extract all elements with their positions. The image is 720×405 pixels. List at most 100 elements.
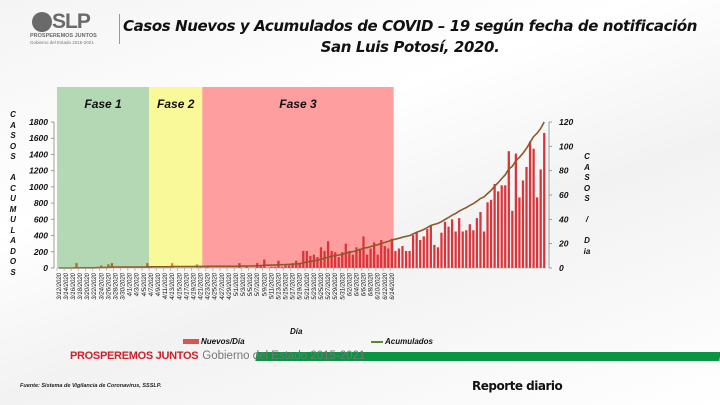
right-tick-label: 80 (559, 166, 569, 176)
right-tick-label: 120 (559, 117, 573, 127)
daily-bar (404, 250, 408, 268)
daily-bar (458, 218, 461, 268)
daily-bar (263, 259, 266, 268)
x-tick-label: 6/8/2020 (369, 272, 375, 296)
x-tick-label: 4/23/2020 (206, 272, 212, 299)
legend-line-label: Acumulados (385, 337, 434, 346)
legend-item-nuevos: Nuevos/Día (183, 337, 245, 346)
logo-divider (119, 14, 120, 44)
daily-bar (326, 241, 330, 268)
daily-bar (344, 243, 347, 268)
daily-bar (511, 210, 514, 268)
x-tick-label: 4/3/2020 (135, 272, 141, 296)
x-tick-label: 4/9/2020 (156, 272, 162, 296)
right-tick-label: 100 (559, 141, 573, 151)
legend-bar-swatch (183, 339, 199, 344)
daily-bar (351, 254, 355, 268)
daily-bar (302, 250, 305, 268)
left-tick-label: 200 (33, 247, 48, 257)
slp-logo: SLP PROSPEREMOS JUNTOS Gobierno del Esta… (28, 10, 120, 46)
left-tick-label: 600 (34, 214, 48, 224)
x-tick-label: 4/27/2020 (220, 272, 226, 299)
x-tick-label: 4/5/2020 (142, 272, 148, 296)
logo-subtitle: Gobierno del Estado 2015-2021 (30, 40, 94, 45)
daily-bar (369, 248, 372, 268)
daily-bar (330, 250, 333, 268)
x-tick-label: 5/1/2020 (234, 272, 240, 296)
daily-bar (514, 153, 518, 268)
daily-bar (440, 232, 443, 268)
daily-bar (259, 265, 262, 268)
left-tick-label: 1800 (29, 117, 48, 127)
daily-bar (426, 229, 429, 268)
x-tick-label: 3/26/2020 (106, 272, 112, 299)
logo-mark-icon (32, 12, 52, 32)
left-tick-label: 1600 (29, 133, 48, 143)
daily-bar (171, 263, 174, 268)
daily-bar (525, 167, 528, 268)
daily-bar (465, 230, 468, 268)
daily-bar (319, 247, 323, 268)
daily-bar (415, 232, 418, 268)
data-source: Fuente: Sistema de Vigilancia de Coronav… (20, 383, 162, 389)
left-tick-label: 400 (33, 231, 48, 241)
daily-bar (280, 266, 284, 268)
x-tick-label: 5/31/2020 (340, 272, 346, 299)
daily-bar (380, 240, 383, 268)
title-line-2: San Luis Potosí, 2020. (320, 38, 500, 56)
daily-bar (539, 169, 542, 268)
right-tick-label: 20 (558, 239, 569, 249)
x-tick-label: 5/21/2020 (305, 272, 311, 299)
x-tick-label: 4/25/2020 (213, 272, 219, 299)
daily-bar (429, 225, 432, 268)
daily-bar (472, 230, 475, 268)
x-tick-label: 4/13/2020 (170, 272, 176, 299)
x-tick-label: 3/14/2020 (64, 272, 70, 299)
logo-text: SLP (52, 10, 91, 33)
daily-bar (298, 263, 301, 268)
x-tick-label: 6/6/2020 (362, 272, 368, 296)
right-tick-label: 60 (559, 190, 569, 200)
daily-bar (479, 212, 482, 268)
x-tick-label: 5/11/2020 (269, 272, 275, 299)
daily-bar (199, 266, 202, 268)
daily-bar (75, 263, 78, 268)
x-tick-label: 3/20/2020 (85, 272, 91, 299)
left-tick-label: 800 (34, 198, 48, 208)
daily-bar (305, 250, 308, 268)
daily-bar (504, 185, 507, 268)
daily-bar (468, 224, 471, 268)
x-tick-label: 5/29/2020 (333, 272, 339, 299)
legend-item-acumulados: Acumulados (371, 337, 433, 346)
x-tick-label: 4/7/2020 (149, 272, 155, 296)
x-tick-label: 5/23/2020 (312, 272, 318, 299)
daily-bar (411, 235, 415, 268)
daily-bar (436, 247, 440, 268)
x-tick-label: 5/13/2020 (276, 272, 282, 299)
cumulative-line (58, 121, 545, 269)
x-tick-label: 3/12/2020 (57, 272, 63, 299)
daily-bar (358, 248, 362, 268)
daily-bar (475, 218, 479, 268)
daily-bar (497, 191, 500, 268)
daily-bar (273, 266, 277, 268)
daily-bar (206, 266, 209, 268)
daily-bar (146, 263, 149, 268)
x-tick-label: 5/15/2020 (284, 272, 290, 299)
left-tick-label: 0 (43, 263, 48, 273)
x-tick-label: 6/2/2020 (347, 272, 353, 296)
daily-bar (390, 238, 393, 268)
daily-bar (110, 263, 114, 268)
daily-bar (401, 246, 404, 268)
x-tick-label: 4/17/2020 (184, 272, 190, 299)
daily-bar (316, 257, 319, 268)
phase-3-band (202, 87, 394, 268)
daily-bar (383, 246, 386, 268)
daily-bar (419, 240, 422, 268)
daily-bar (408, 250, 411, 268)
x-tick-label: 6/14/2020 (390, 272, 396, 299)
daily-bar (507, 151, 510, 268)
x-tick-label: 3/30/2020 (121, 272, 127, 299)
daily-bar (454, 231, 457, 268)
